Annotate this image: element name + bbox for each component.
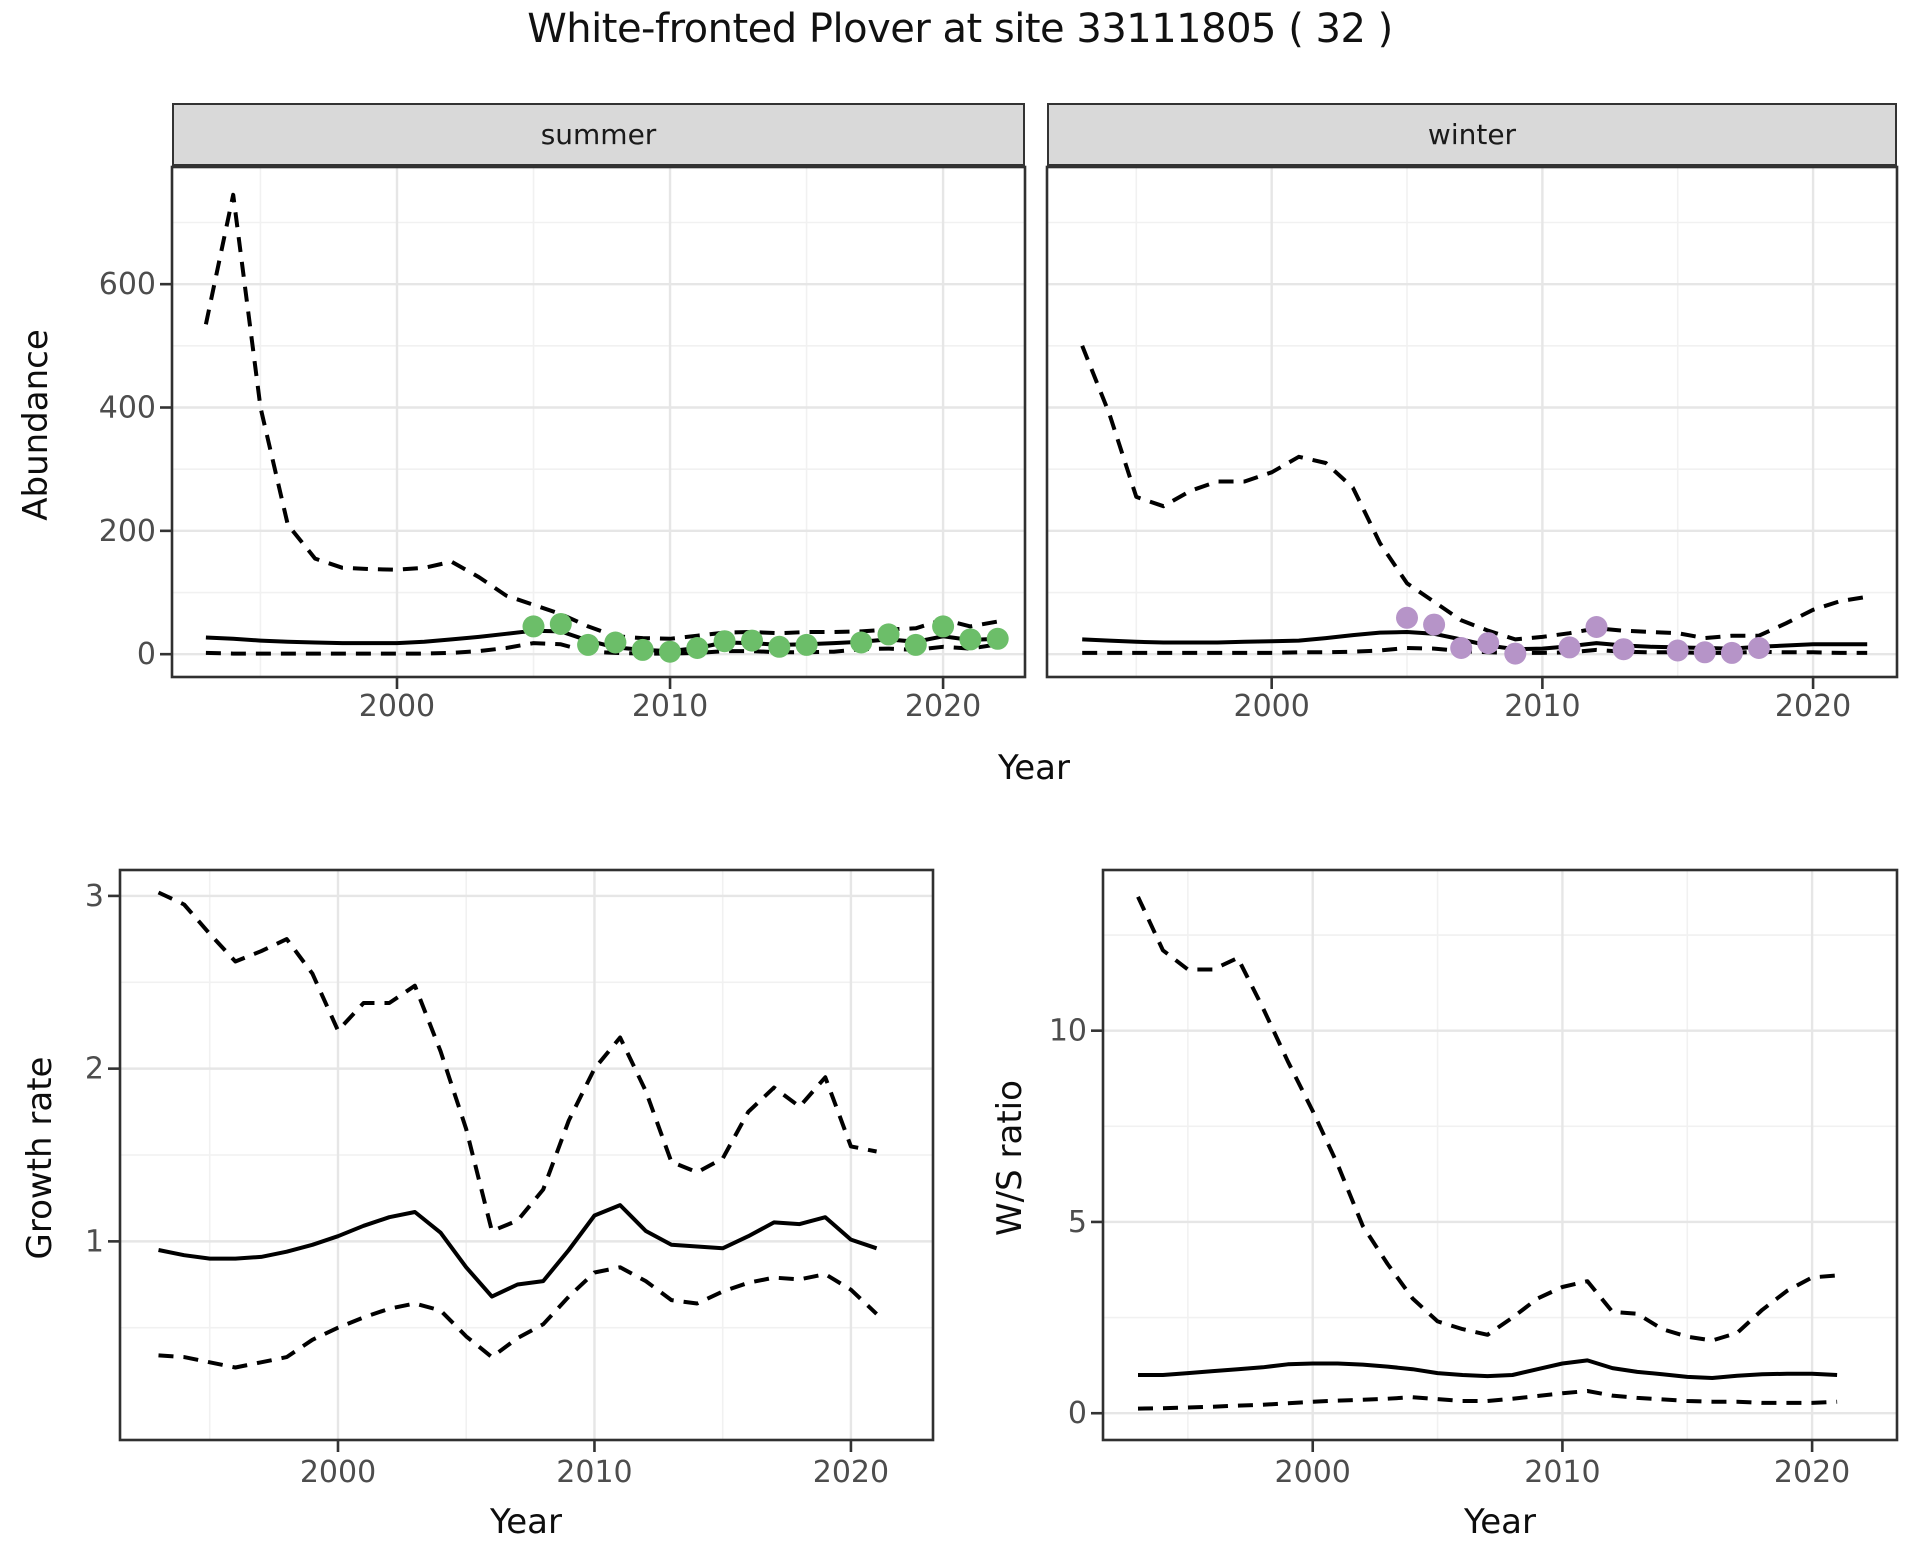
facet-strip-winter-label: winter [1427,118,1517,151]
y-axis-title-ws-ratio: W/S ratio [990,1080,1030,1236]
summer-abundance-border [170,165,1027,679]
winter-abundance-point [1585,616,1608,638]
y-tick-label: 10 [1049,1014,1087,1049]
ws-ratio-border [1101,868,1899,1442]
x-tick-label: 2020 [905,689,981,724]
summer-abundance-point [877,623,900,646]
summer-abundance-point [604,631,627,654]
x-tick-label: 2010 [632,689,708,724]
summer-abundance-point [986,627,1009,650]
winter-abundance-point [1666,639,1689,662]
summer-abundance-point [631,638,654,661]
growth-rate-estimate-line [158,1203,878,1299]
x-tick-label: 2000 [359,689,435,724]
x-axis-title-ws: Year [1464,1502,1536,1542]
y-tick-label: 0 [1068,1396,1087,1431]
y-axis-title-growth-rate: Growth rate [20,1056,60,1260]
summer-abundance-point [577,633,600,656]
growth-rate-ci-line [158,1265,878,1370]
x-axis-title-growth: Year [490,1502,562,1542]
winter-abundance-point [1396,606,1418,629]
ws-ratio-ci-line [1136,895,1838,1343]
summer-abundance-point [659,640,681,663]
summer-abundance-point [741,629,763,652]
y-tick-label: 2 [85,1052,104,1087]
summer-abundance-point [904,633,927,656]
winter-abundance-point [1477,632,1500,655]
facet-strip-summer-label: summer [540,118,657,151]
x-tick-label: 2010 [1524,1455,1600,1490]
summer-abundance-point [713,630,736,653]
summer-abundance-panel [172,167,1025,677]
winter-abundance-point [1504,642,1527,665]
facet-strip-winter: winter [1047,103,1897,167]
winter-abundance-point [1720,641,1743,664]
x-tick-label: 2000 [1234,689,1310,724]
x-tick-label: 2010 [556,1455,632,1490]
summer-abundance-point [768,635,791,658]
winter-abundance-ci-line [1080,345,1868,642]
x-tick-label: 2020 [1775,689,1851,724]
growth-rate-ci-line [157,890,877,1233]
x-tick-label: 2020 [1774,1455,1850,1490]
growth-rate-border [118,868,935,1442]
x-axis-title-top: Year [998,748,1070,788]
ws-ratio-ci-line [1137,1389,1838,1411]
x-tick-label: 2020 [813,1455,889,1490]
summer-abundance-ci-line [203,192,999,641]
winter-abundance-border [1045,165,1899,679]
y-tick-label: 1 [85,1224,104,1259]
winter-abundance-point [1693,641,1716,664]
summer-abundance-point [522,615,545,638]
x-tick-label: 2000 [1275,1455,1351,1490]
ws-ratio-panel [1103,870,1897,1440]
y-tick-label: 3 [85,879,104,914]
winter-abundance-point [1423,613,1446,636]
summer-abundance-point [795,633,818,656]
x-tick-label: 2010 [1504,689,1580,724]
summer-abundance-point [932,615,955,638]
winter-abundance-panel [1047,167,1897,677]
winter-abundance-point [1450,637,1473,659]
y-tick-label: 0 [137,637,156,672]
facet-strip-summer: summer [172,103,1025,167]
summer-abundance-point [549,613,572,635]
summer-abundance-point [959,628,982,651]
summer-abundance-point [686,637,709,659]
y-tick-label: 600 [99,267,156,302]
winter-abundance-point [1612,638,1635,661]
y-axis-title-abundance: Abundance [16,329,56,521]
y-tick-label: 5 [1068,1205,1087,1240]
ws-ratio-estimate-line [1138,1358,1838,1380]
winter-abundance-point [1558,636,1581,659]
winter-abundance-point [1747,637,1770,659]
chart-title: White-fronted Plover at site 33111805 ( … [527,6,1393,52]
y-tick-label: 400 [99,391,156,426]
summer-abundance-point [850,631,873,654]
y-tick-label: 200 [99,514,156,549]
x-tick-label: 2000 [300,1455,376,1490]
